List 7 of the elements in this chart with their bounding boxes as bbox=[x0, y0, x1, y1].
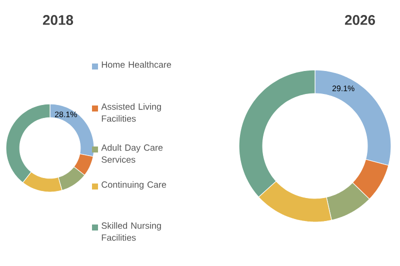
chart-title: 2026 bbox=[344, 15, 376, 25]
legend-label: Adult Day Care Services bbox=[101, 144, 163, 163]
chart-title: 2018 bbox=[42, 15, 74, 25]
legend-label: Continuing Care bbox=[102, 181, 166, 190]
legend-label: Assisted Living Facilities bbox=[101, 103, 161, 122]
legend-label: Skilled Nursing Facilities bbox=[102, 222, 161, 241]
legend-label: Home Healthcare bbox=[102, 61, 172, 68]
